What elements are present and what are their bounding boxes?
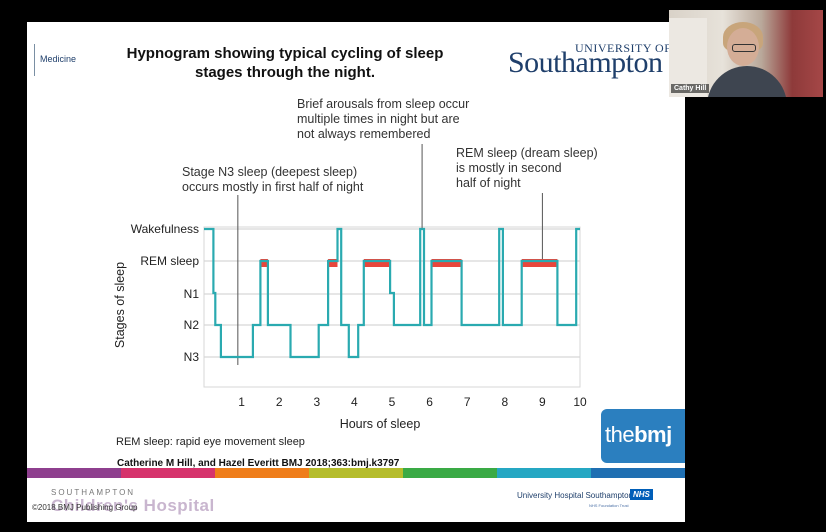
rem-bar-2 (363, 259, 391, 267)
plot-area (203, 226, 581, 388)
y-tick-label: REM sleep (140, 254, 199, 268)
bmj-logo-text: thebmj (605, 422, 672, 448)
stripe-segment-5 (497, 468, 591, 478)
hospital-logo-name: Children's Hospital (51, 496, 215, 515)
color-stripe (27, 468, 685, 478)
y-tick-label: Wakefulness (131, 222, 199, 236)
rem-bar-4 (521, 259, 558, 267)
section-divider (34, 44, 35, 76)
rem-bar-3 (431, 259, 462, 267)
rem-bar-0 (260, 259, 268, 267)
x-tick-label: 10 (573, 395, 587, 409)
hypnogram-chart: N3 N2 N1 REM sleep Wakefulness 1 2 3 4 5 6 7 8 9 10 Hou… (113, 144, 587, 431)
y-tick-label: N1 (184, 287, 200, 301)
x-tick-label: 5 (389, 395, 396, 409)
x-tick-label: 9 (539, 395, 546, 409)
university-logo-top: UNIVERSITY OF (575, 41, 672, 55)
chart-footnote: REM sleep: rapid eye movement sleep (116, 436, 305, 448)
annotation-n3-line-2: occurs mostly in first half of night (182, 180, 364, 194)
stripe-segment-6 (591, 468, 685, 478)
bmj-logo: thebmj (601, 409, 685, 463)
x-tick-label: 1 (238, 395, 245, 409)
x-tick-label: 2 (276, 395, 283, 409)
stripe-segment-3 (309, 468, 403, 478)
y-tick-label: N3 (184, 350, 200, 364)
y-axis-title: Stages of sleep (113, 262, 127, 348)
stripe-segment-2 (215, 468, 309, 478)
participant-name: Cathy Hill (671, 84, 710, 93)
annotation-n3: Stage N3 sleep (deepest sleep) occurs mo… (182, 165, 363, 195)
x-tick-label: 6 (426, 395, 433, 409)
annotation-arousals-line-1: Brief arousals from sleep occur (297, 97, 470, 111)
y-tick-label: N2 (184, 318, 200, 332)
bmj-logo-bmj: bmj (634, 422, 672, 447)
webcam-door (669, 18, 707, 97)
x-tick-label: 8 (501, 395, 508, 409)
slide-title-line-1: Hypnogram showing typical cycling of sle… (126, 45, 444, 62)
x-tick-label: 7 (464, 395, 471, 409)
annotation-arousals-line-2: multiple times in night but are (297, 112, 460, 126)
annotation-n3-line-1: Stage N3 sleep (deepest sleep) (182, 165, 358, 179)
slide-title: Hypnogram showing typical cycling of sle… (115, 44, 455, 82)
annotation-rem-line-3: half of night (456, 176, 521, 190)
nhs-badge: NHS (630, 489, 653, 500)
uhs-logo-text: University Hospital Southampton (517, 491, 634, 500)
x-tick-label: 4 (351, 395, 358, 409)
annotation-arousals: Brief arousals from sleep occur multiple… (297, 97, 469, 142)
x-tick-label: 3 (313, 395, 320, 409)
glasses-icon (732, 44, 756, 52)
citation: Catherine M Hill, and Hazel Everitt BMJ … (117, 458, 400, 469)
annotation-arousals-line-3: not always remembered (297, 127, 431, 141)
stripe-segment-4 (403, 468, 497, 478)
stripe-segment-0 (27, 468, 121, 478)
copyright-text: ©2018 BMJ Publishing Group (32, 503, 138, 512)
annotation-rem-line-2: is mostly in second (456, 161, 562, 175)
section-label: Medicine (40, 54, 77, 64)
x-axis-title: Hours of sleep (340, 417, 421, 431)
presentation-slide: Medicine Hypnogram showing typical cycli… (27, 22, 685, 522)
webcam-feed[interactable] (669, 10, 823, 97)
hospital-logo-top: SOUTHAMPTON (51, 488, 136, 497)
hypnogram-line (204, 227, 580, 359)
annotation-rem-line-1: REM sleep (dream sleep) (456, 146, 598, 160)
annotation-rem: REM sleep (dream sleep) is mostly in sec… (456, 146, 598, 191)
rem-bar-1 (328, 259, 338, 267)
university-logo-name: Southampton (508, 46, 663, 79)
bmj-logo-the: the (605, 422, 635, 447)
slide-title-line-2: stages through the night. (195, 64, 375, 81)
uhs-subtitle: NHS Foundation Trust (589, 503, 629, 508)
stripe-segment-1 (121, 468, 215, 478)
